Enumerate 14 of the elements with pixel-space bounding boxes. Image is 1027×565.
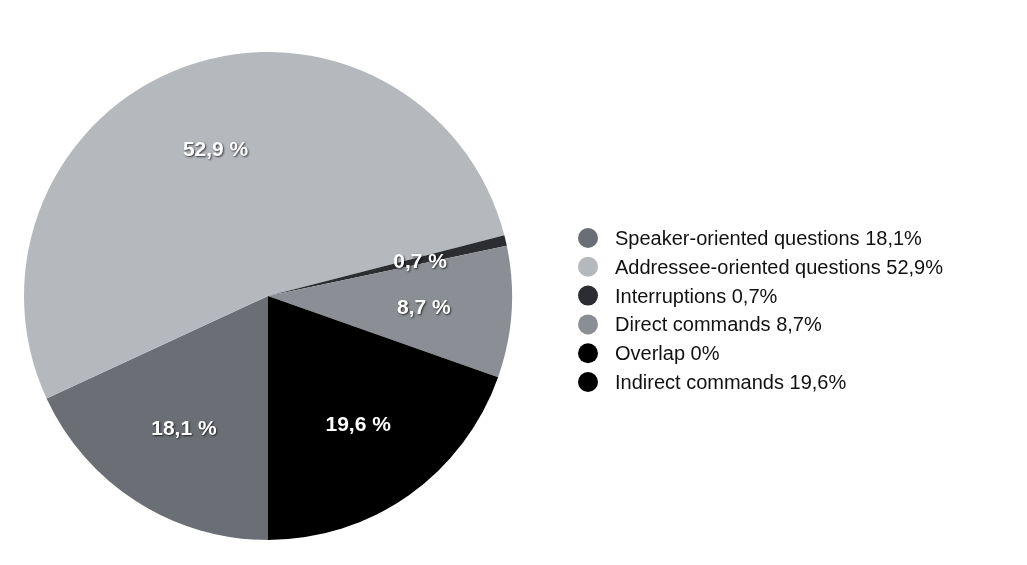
pie-slice xyxy=(24,52,505,399)
pie-slice xyxy=(268,296,499,540)
legend-label: Addressee-oriented questions 52,9% xyxy=(615,255,944,278)
legend-label: Interruptions 0,7% xyxy=(615,284,778,307)
data-label: 19,6 % xyxy=(325,411,392,435)
data-label: 8,7 % xyxy=(396,294,451,318)
legend-label: Speaker-oriented questions 18,1% xyxy=(615,227,923,249)
data-label: 52,9 % xyxy=(182,137,249,161)
legend-label: Direct commands 8,7% xyxy=(615,313,822,336)
legend-label: Overlap 0% xyxy=(615,342,720,365)
data-label: 18,1 % xyxy=(151,415,217,439)
pie-slice xyxy=(46,296,268,540)
legend-label: Indirect commands 19,6% xyxy=(615,371,847,393)
pie-slice xyxy=(268,245,512,378)
